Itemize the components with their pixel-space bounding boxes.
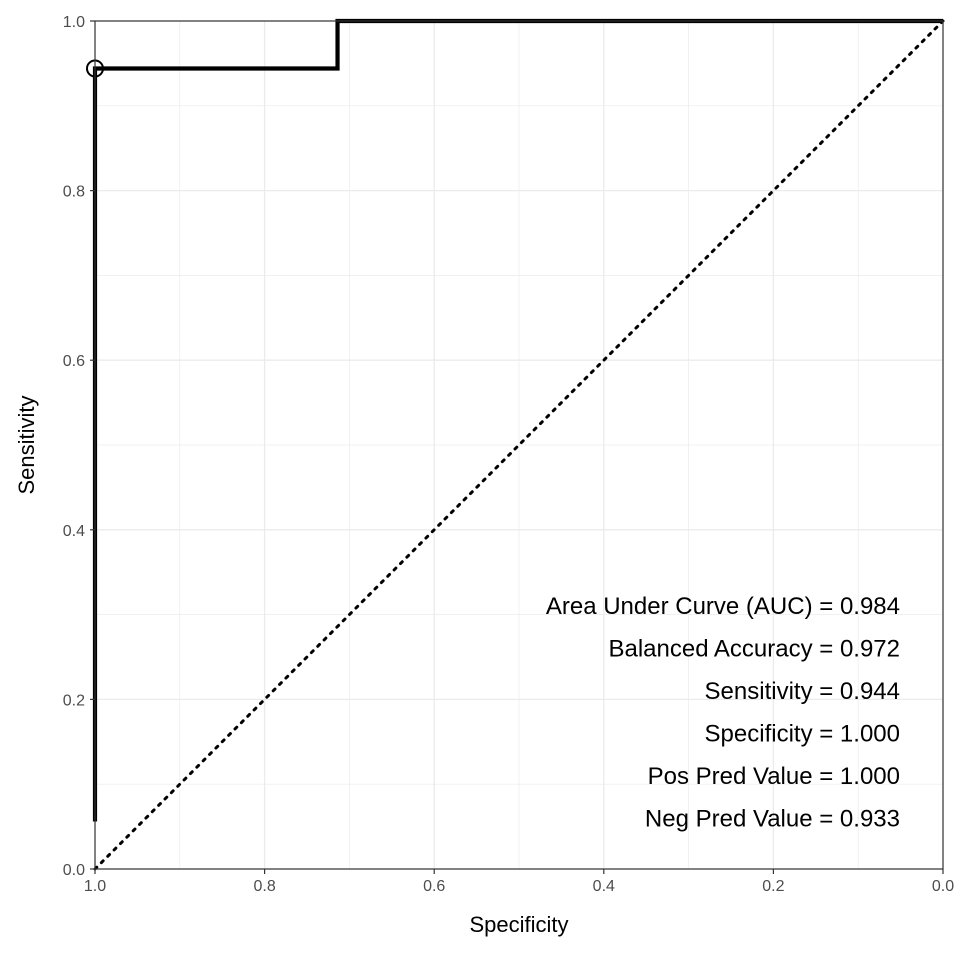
- x-tick-label: 1.0: [84, 878, 106, 895]
- metric-annotation: Specificity = 1.000: [705, 721, 900, 748]
- y-tick-label: 0.4: [63, 523, 85, 540]
- metrics-annotations: Area Under Curve (AUC) = 0.984 Balanced A…: [546, 593, 900, 833]
- y-tick-label: 0.0: [63, 862, 85, 879]
- y-axis-ticks: 0.0 0.2 0.4 0.6 0.8 1.0: [63, 14, 95, 879]
- metric-annotation: Area Under Curve (AUC) = 0.984: [546, 593, 900, 620]
- x-tick-label: 0.4: [593, 878, 615, 895]
- y-tick-label: 0.8: [63, 184, 85, 201]
- metric-annotation: Balanced Accuracy = 0.972: [608, 636, 900, 663]
- metric-annotation: Neg Pred Value = 0.933: [645, 806, 900, 833]
- x-axis-ticks: 1.0 0.8 0.6 0.4 0.2 0.0: [84, 869, 954, 895]
- y-tick-label: 1.0: [63, 14, 85, 31]
- y-tick-label: 0.2: [63, 692, 85, 709]
- metric-annotation: Pos Pred Value = 1.000: [648, 763, 900, 790]
- reference-line: [93, 19, 945, 871]
- y-tick-label: 0.6: [63, 353, 85, 370]
- metric-annotation: Sensitivity = 0.944: [705, 678, 900, 705]
- reference-diagonal: [93, 19, 945, 871]
- x-tick-label: 0.0: [932, 878, 954, 895]
- y-axis-title: Sensitivity: [14, 395, 39, 494]
- x-tick-label: 0.2: [762, 878, 784, 895]
- x-axis-title: Specificity: [469, 912, 568, 937]
- x-tick-label: 0.6: [423, 878, 445, 895]
- x-tick-label: 0.8: [253, 878, 275, 895]
- panel-border: [94, 20, 944, 870]
